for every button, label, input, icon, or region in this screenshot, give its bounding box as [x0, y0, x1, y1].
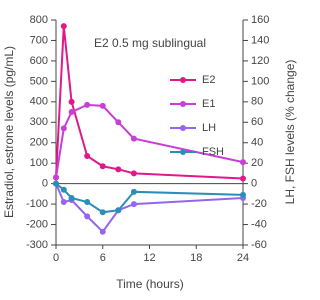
y-tick-label: -100: [26, 198, 48, 210]
y-tick-label: 400: [30, 96, 48, 108]
legend-label: LH: [202, 122, 216, 134]
x-tick-label: 24: [237, 252, 249, 264]
y2-tick-label: 80: [251, 96, 263, 108]
y2-tick-label: 40: [251, 137, 263, 149]
marker: [115, 207, 122, 214]
marker: [84, 101, 91, 108]
y2-tick-label: 0: [251, 178, 257, 190]
marker: [84, 153, 91, 160]
marker: [60, 186, 67, 193]
y2-axis-title: LH, FSH levels (% change): [283, 60, 297, 205]
y2-tick-label: 60: [251, 116, 263, 128]
y-tick-label: -300: [26, 239, 48, 251]
marker: [115, 166, 122, 173]
marker: [240, 159, 246, 166]
y2-tick-label: -20: [251, 198, 267, 210]
y-tick-label: 200: [30, 137, 48, 149]
x-tick-label: 12: [143, 252, 155, 264]
marker: [99, 163, 106, 170]
series-line: [55, 183, 244, 234]
y-tick-label: 100: [30, 157, 48, 169]
y-tick-label: 600: [30, 55, 48, 67]
marker: [99, 102, 106, 109]
marker: [84, 213, 91, 220]
marker: [130, 135, 137, 142]
y2-tick-label: 120: [251, 55, 269, 67]
marker: [130, 188, 137, 195]
marker: [130, 170, 137, 177]
y-tick-label: -200: [26, 218, 48, 230]
legend-marker: [180, 77, 186, 83]
y-tick-label: 300: [30, 116, 48, 128]
y2-tick-label: 100: [251, 75, 269, 87]
y-tick-label: 800: [30, 14, 48, 26]
y2-tick-label: 140: [251, 34, 269, 46]
legend-label: E1: [202, 98, 215, 110]
x-axis-title: Time (hours): [116, 277, 184, 291]
y2-tick-label: -40: [251, 218, 267, 230]
y2-tick-label: -60: [251, 239, 267, 251]
y-tick-label: 700: [30, 34, 48, 46]
marker: [130, 201, 137, 208]
series-line: [55, 103, 244, 178]
marker: [60, 125, 67, 132]
marker: [53, 174, 59, 181]
marker: [68, 109, 75, 116]
legend-label: E2: [202, 74, 215, 86]
series-line: [55, 182, 244, 214]
marker: [84, 199, 91, 206]
marker: [68, 98, 75, 105]
marker: [60, 23, 67, 30]
marker: [99, 209, 106, 216]
marker: [115, 119, 122, 126]
marker: [240, 175, 246, 182]
y-tick-label: 0: [42, 178, 48, 190]
y-tick-label: 500: [30, 75, 48, 87]
marker: [68, 194, 75, 201]
legend-marker: [180, 125, 186, 131]
marker: [99, 228, 106, 235]
annotation: E2 0.5 mg sublingual: [94, 36, 206, 50]
chart: E2 0.5 mg sublingual Time (hours) Estrad…: [2, 14, 297, 291]
legend-marker: [180, 101, 186, 107]
y-axis-title: Estradiol, estrone levels (pg/mL): [2, 46, 16, 218]
x-tick-label: 18: [190, 252, 202, 264]
legend-label: FSH: [202, 146, 224, 158]
y2-tick-label: 160: [251, 14, 269, 26]
y2-tick-label: 20: [251, 157, 263, 169]
marker: [240, 191, 246, 198]
marker: [60, 199, 67, 206]
legend-marker: [180, 149, 186, 155]
x-tick-label: 6: [100, 252, 106, 264]
marker: [53, 180, 59, 187]
x-tick-label: 0: [53, 252, 59, 264]
